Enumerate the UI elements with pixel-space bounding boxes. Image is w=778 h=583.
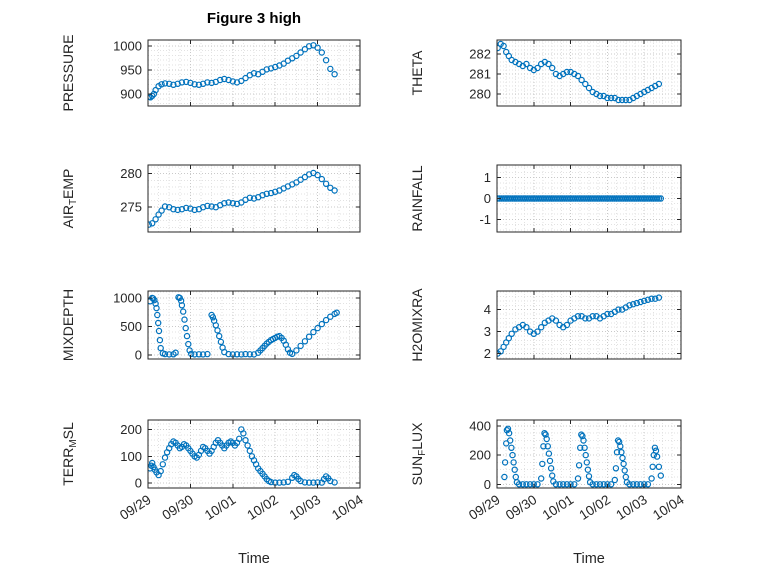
y-tick-label: 400	[469, 418, 491, 433]
figure-title: Figure 3 high	[206, 10, 302, 27]
y-tick-label: 100	[120, 449, 142, 464]
x-tick-label: 10/03	[613, 492, 650, 523]
y-tick-label: 950	[120, 62, 142, 77]
x-tick-label: 10/02	[577, 492, 614, 523]
y-axis-label-pressure: PRESSURE	[60, 34, 76, 111]
x-tick-label: 10/04	[650, 492, 687, 523]
x-tick-label: 10/04	[329, 492, 366, 523]
axes-box	[496, 290, 682, 360]
axes-box	[496, 39, 682, 107]
subplot-terrmsl: 0 100 200 09/29 09/30 10/01 10/02 10/03 10/04 TER…	[60, 419, 366, 523]
series-h2omixra	[497, 294, 663, 357]
subplot-sunflux: 0 200 400 09/29 09/30 10/01 10/02 10/03 10/04 SUN…	[409, 418, 687, 523]
x-tick-label: 10/03	[287, 492, 324, 523]
axes-box	[147, 290, 361, 360]
subplot-airtemp: 275 280 AIRTEMP	[60, 164, 361, 233]
subplot-rainfall: -1 0 1 RAINFALL	[409, 164, 682, 233]
y-tick-label: 281	[469, 67, 491, 82]
y-tick-label: 275	[120, 200, 142, 215]
time-axis-label-right: Time	[573, 551, 605, 567]
y-axis-label-rainfall: RAINFALL	[409, 165, 425, 231]
y-tick-label: 0	[484, 477, 491, 492]
y-tick-label: 200	[120, 422, 142, 437]
axes-box	[496, 419, 682, 489]
subplot-h2omixra: 2 3 4 H2OMIXRA	[409, 288, 682, 362]
axes-box	[147, 164, 361, 233]
y-tick-label: 0	[484, 191, 491, 206]
y-axis-label-h2omixra: H2OMIXRA	[409, 288, 425, 362]
y-axis-label-theta: THETA	[409, 50, 425, 96]
x-tick-label: 09/30	[160, 492, 197, 523]
time-axis-label-left: Time	[238, 551, 270, 567]
y-axis-label-mixdepth: MIXDEPTH	[60, 289, 76, 361]
series-mixdepth	[148, 294, 340, 358]
x-tick-label: 10/01	[540, 492, 577, 523]
y-tick-label: 900	[120, 87, 142, 102]
x-tick-label: 09/30	[503, 492, 540, 523]
y-tick-label: 280	[120, 166, 142, 181]
series-theta	[497, 40, 663, 104]
subplot-mixdepth: 0 500 1000 MIXDEPTH	[60, 289, 361, 363]
y-tick-label: 0	[135, 348, 142, 363]
y-tick-label: -1	[479, 212, 491, 227]
y-tick-label: 1000	[113, 38, 142, 53]
x-tick-label: 10/01	[202, 492, 239, 523]
y-tick-label: 200	[469, 448, 491, 463]
y-tick-label: 2	[484, 346, 491, 361]
subplot-pressure: 900 950 1000 PRESSURE	[60, 34, 361, 112]
y-tick-label: 0	[135, 476, 142, 491]
subplot-theta: 280 281 282 THETA	[409, 39, 682, 107]
axes-box	[147, 419, 361, 489]
y-tick-label: 1	[484, 170, 491, 185]
y-tick-label: 280	[469, 87, 491, 102]
y-tick-label: 1000	[113, 290, 142, 305]
x-tick-label: 09/29	[466, 492, 503, 523]
series-pressure	[148, 42, 338, 101]
y-tick-label: 4	[484, 302, 491, 317]
axes-box	[147, 39, 361, 107]
x-tick-label: 09/29	[117, 492, 154, 523]
series-rainfall	[497, 195, 665, 202]
y-tick-label: 3	[484, 324, 491, 339]
series-sunflux	[501, 425, 665, 488]
y-tick-label: 282	[469, 47, 491, 62]
y-axis-label-terrmsl: TERRMSL	[60, 422, 79, 486]
x-tick-label: 10/02	[244, 492, 281, 523]
y-tick-label: 500	[120, 319, 142, 334]
y-axis-label-airtemp: AIRTEMP	[60, 169, 79, 229]
y-axis-label-sunflux: SUNFLUX	[409, 422, 428, 486]
series-airtemp	[148, 169, 338, 228]
